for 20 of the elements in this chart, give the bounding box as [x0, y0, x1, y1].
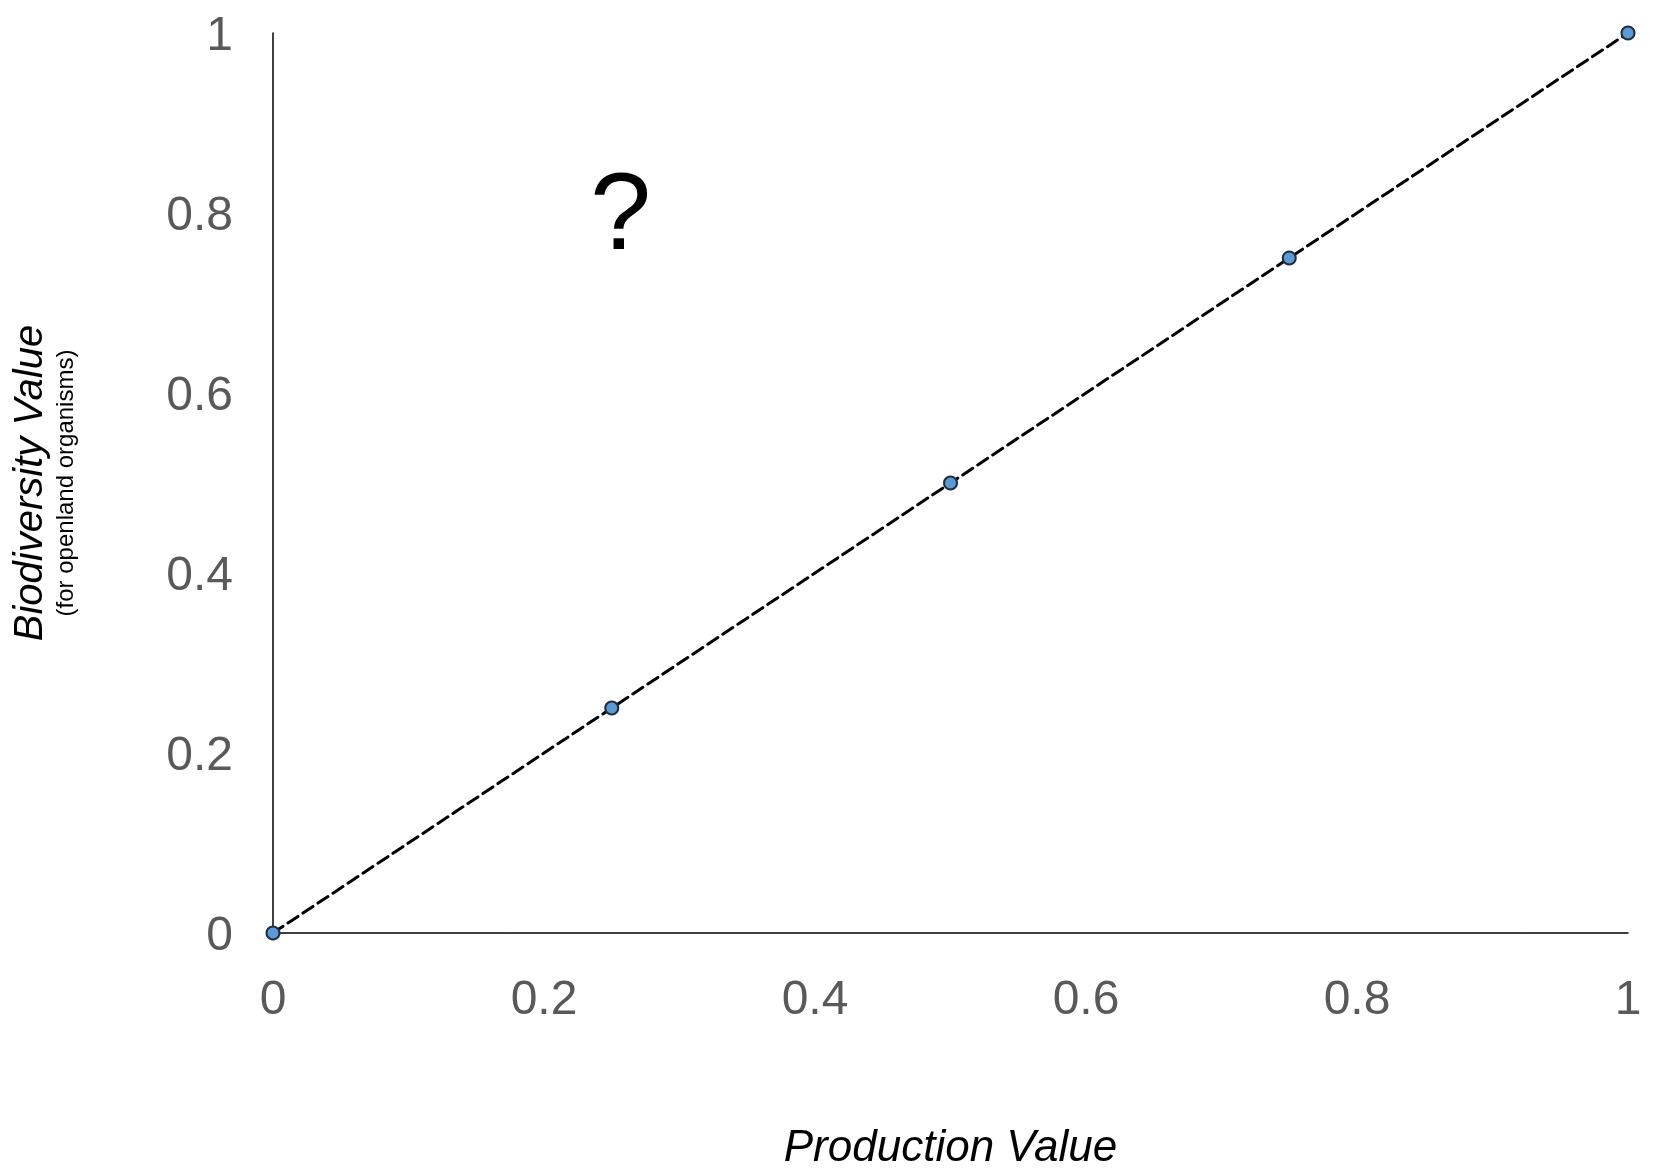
x-axis-title: Production Value: [783, 1120, 1118, 1170]
y-axis-title: Biodiversity Value (for openland organisms): [6, 324, 78, 642]
x-tick-label: 0.6: [1052, 970, 1120, 1024]
point: [1620, 25, 1636, 41]
x-tick-label: 0.2: [510, 970, 578, 1024]
x-tick-label: 1: [1614, 970, 1642, 1024]
x-tick-label: 0.4: [781, 970, 849, 1024]
y-tick-label: 0.6: [166, 366, 233, 420]
annotation: ?: [590, 148, 652, 272]
point: [265, 925, 281, 941]
point: [604, 700, 620, 716]
y-tick-label: 0.2: [166, 726, 233, 780]
y-tick-label: 0.4: [166, 546, 233, 600]
point: [1281, 250, 1297, 266]
x-tick-label: 0: [259, 970, 287, 1024]
y-tick-label: 0.8: [166, 186, 233, 240]
y-tick-label: 1: [206, 6, 233, 60]
point: [943, 475, 958, 491]
y-tick-label: 0: [206, 906, 233, 960]
x-tick-label: 0.8: [1323, 970, 1391, 1024]
